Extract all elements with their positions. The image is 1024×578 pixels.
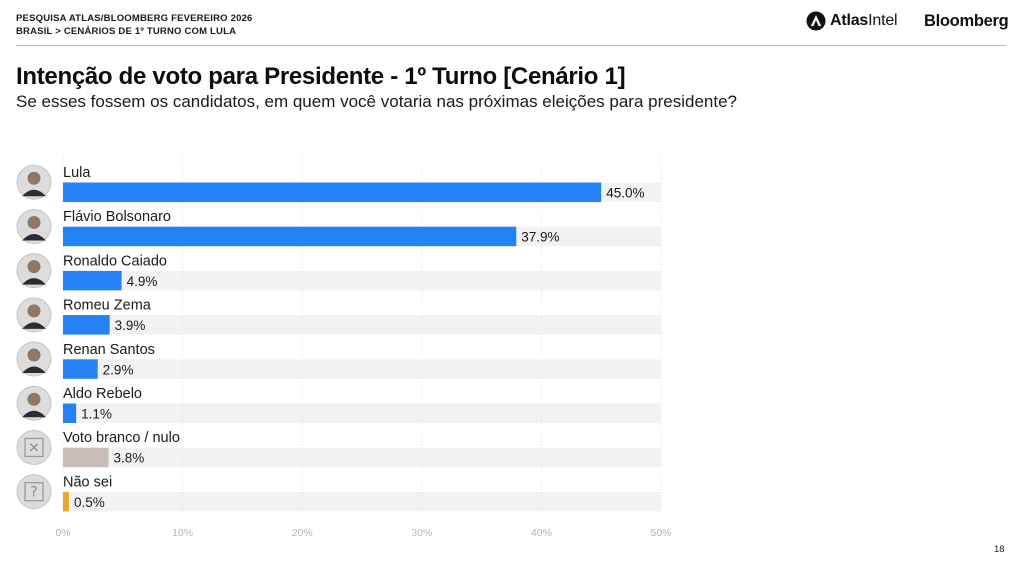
bar [63, 359, 98, 379]
avatar-shoulders [22, 366, 46, 374]
category-label: Aldo Rebelo [63, 386, 142, 402]
atlas-word: Atlas [830, 12, 869, 29]
avatar-head [27, 171, 41, 185]
bloomberg-logo: Bloomberg [924, 12, 1009, 30]
category-label: Voto branco / nulo [63, 430, 180, 446]
bar-track [63, 491, 661, 512]
value-label: 3.9% [115, 318, 146, 333]
category-label: Não sei [63, 474, 112, 490]
x-tick-label: 0% [55, 527, 70, 539]
breadcrumb: BRASIL > CENÁRIOS DE 1º TURNO COM LULA [16, 26, 237, 37]
avatar-head [27, 348, 41, 362]
value-label: 4.9% [127, 274, 158, 289]
bar-track [63, 403, 661, 423]
x-tick-label: 10% [172, 527, 193, 539]
bar-track [63, 447, 661, 468]
x-tick-label: 20% [292, 527, 313, 539]
category-label: Ronaldo Caiado [63, 253, 167, 269]
category-label: Romeu Zema [63, 298, 152, 314]
avatar-head [27, 304, 41, 318]
category-label: Renan Santos [63, 342, 155, 358]
value-label: 3.8% [113, 451, 144, 466]
avatar-head [27, 392, 41, 406]
page-number: 18 [994, 544, 1005, 555]
bar-track [63, 315, 661, 335]
value-label: 2.9% [103, 362, 134, 377]
bar-track [63, 359, 661, 379]
avatar-shoulders [22, 189, 46, 197]
bar [63, 403, 77, 423]
bar [63, 182, 602, 202]
icon-frame [24, 437, 44, 458]
header-meta: PESQUISA ATLAS/BLOOMBERG FEVEREIRO 2026 … [16, 12, 253, 38]
bar [63, 226, 517, 247]
avatar-shoulders [22, 410, 46, 418]
avatar-shoulders [22, 322, 46, 329]
icon-frame [24, 481, 44, 502]
header-divider [16, 45, 1006, 46]
category-label: Flávio Bolsonaro [63, 209, 171, 225]
page-title: Intenção de voto para Presidente - 1º Tu… [16, 63, 626, 90]
x-tick-label: 40% [531, 527, 552, 539]
value-label: 1.1% [81, 407, 112, 422]
bar [63, 447, 109, 468]
page-subtitle: Se esses fossem os candidatos, em quem v… [16, 92, 737, 111]
bar-track [63, 270, 661, 291]
vote-intention-chart: 0% 10% 20% 30% 40% 50% Lula 45.0% Flávio Bolsona… [16, 156, 672, 539]
avatar-head [27, 215, 41, 229]
value-label: 37.9% [521, 230, 559, 245]
category-label: Lula [63, 165, 91, 181]
avatar-head [27, 260, 41, 274]
bar [63, 315, 110, 335]
avatar-shoulders [22, 278, 46, 285]
bar [63, 270, 122, 291]
atlasintel-wordmark: AtlasIntel [830, 12, 898, 30]
bar [63, 491, 69, 512]
icon-glyph: ✕ [28, 440, 40, 456]
intel-word: Intel [868, 12, 898, 29]
value-label: 45.0% [606, 186, 644, 201]
icon-glyph: ? [30, 485, 37, 501]
x-tick-label: 30% [411, 527, 432, 539]
x-tick-label: 50% [650, 527, 671, 539]
atlasintel-mark-icon [806, 11, 826, 31]
avatar-shoulders [22, 233, 46, 241]
atlasintel-logo: AtlasIntel [806, 11, 898, 31]
survey-line: PESQUISA ATLAS/BLOOMBERG FEVEREIRO 2026 [16, 13, 253, 24]
value-label: 0.5% [74, 495, 105, 510]
